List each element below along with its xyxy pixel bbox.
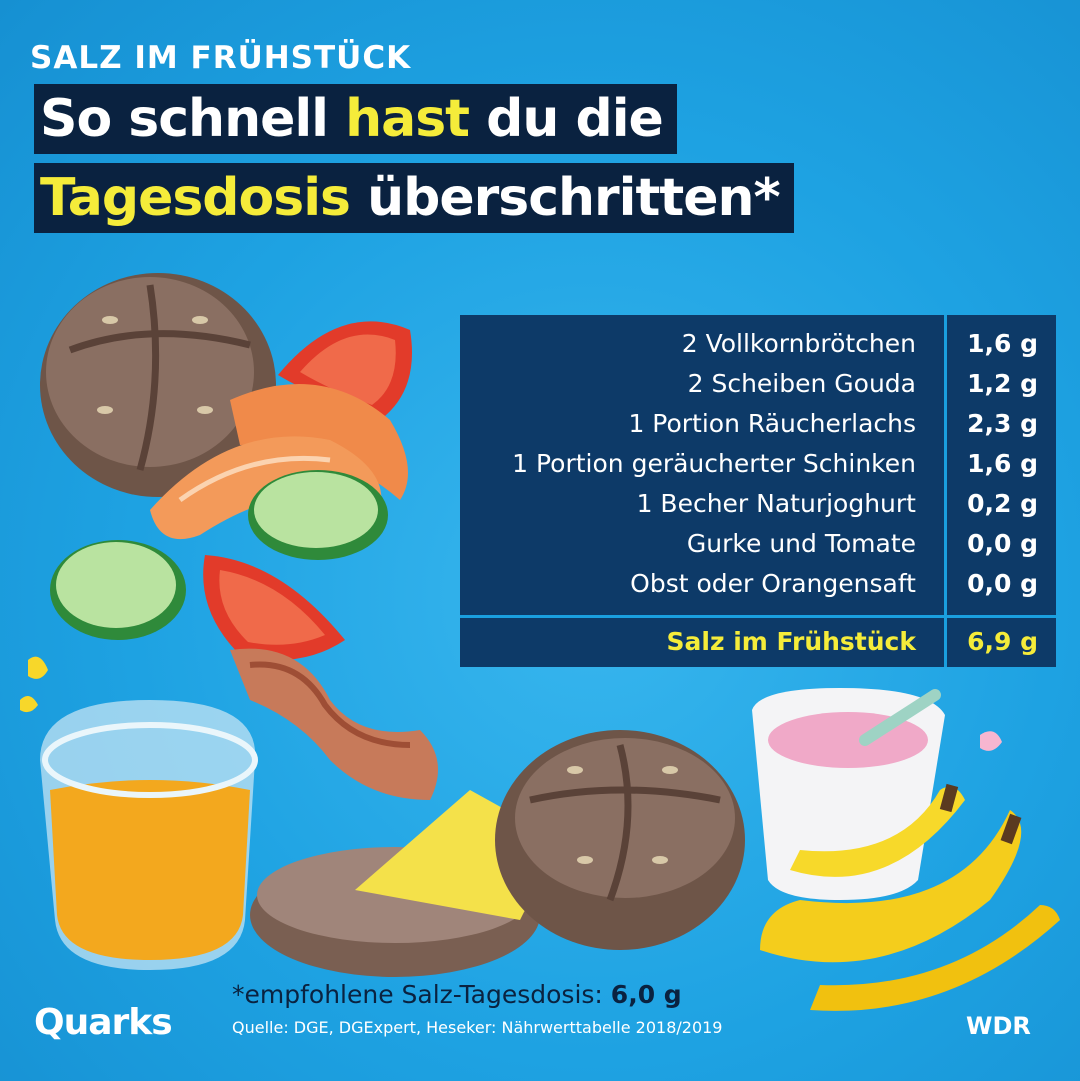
table-row: Obst oder Orangensaft 0,0 g [460,565,1056,605]
salt-table: 2 Vollkornbrötchen 1,6 g 2 Scheiben Goud… [460,315,1056,667]
cucumber-slice-right-illustration [248,470,388,560]
quarks-logo: Quarks [34,1002,173,1043]
table-total-row: Salz im Frühstück 6,9 g [460,623,1056,663]
juice-drop-illustration [20,696,38,713]
table-row: 1 Becher Naturjoghurt 0,2 g [460,485,1056,525]
headline-text: So schnell [40,89,346,149]
row-value: 0,2 g [967,489,1038,518]
bread-roll-top-illustration [40,273,276,497]
row-value: 2,3 g [967,409,1038,438]
table-row: 1 Portion Räucherlachs 2,3 g [460,405,1056,445]
row-item: 1 Portion geräucherter Schinken [512,449,916,478]
row-value: 0,0 g [967,529,1038,558]
tomato-slice-lower-illustration [203,555,345,660]
orange-juice-glass-illustration [40,700,258,970]
row-item: 2 Vollkornbrötchen [681,329,916,358]
source-text: Quelle: DGE, DGExpert, Heseker: Nährwert… [232,1018,723,1037]
row-item: 1 Becher Naturjoghurt [636,489,916,518]
tomato-slice-top-illustration [278,321,412,420]
headline-text: du die [469,89,664,149]
row-item: 2 Scheiben Gouda [687,369,916,398]
table-divider [944,315,947,667]
row-value: 0,0 g [967,569,1038,598]
footnote-text: *empfohlene Salz-Tagesdosis: [232,980,611,1009]
table-row: Gurke und Tomate 0,0 g [460,525,1056,565]
total-value: 6,9 g [967,627,1038,656]
table-row: 2 Vollkornbrötchen 1,6 g [460,325,1056,365]
table-row: 1 Portion geräucherter Schinken 1,6 g [460,445,1056,485]
bananas-illustration [760,783,1060,1011]
kicker-label: SALZ IM FRÜHSTÜCK [30,40,412,76]
row-item: Obst oder Orangensaft [630,569,916,598]
headline-highlight: Tagesdosis [40,168,351,228]
yogurt-drop-illustration [980,731,1002,751]
row-item: Gurke und Tomate [686,529,916,558]
bacon-illustration [230,648,438,800]
footnote-value: 6,0 g [610,980,682,1009]
juice-drop-illustration [28,656,48,679]
cucumber-slice-left-illustration [50,540,186,640]
headline-line-2: Tagesdosis überschritten* [34,163,794,233]
headline-text: überschritten* [349,168,781,228]
total-label: Salz im Frühstück [666,627,917,656]
row-value: 1,6 g [967,449,1038,478]
row-item: 1 Portion Räucherlachs [628,409,916,438]
row-value: 1,6 g [967,329,1038,358]
headline-highlight: hast [345,89,470,149]
bread-roll-right-illustration [495,730,745,950]
headline-line-1: So schnell hast du die [34,84,677,154]
row-value: 1,2 g [967,369,1038,398]
table-row: 2 Scheiben Gouda 1,2 g [460,365,1056,405]
wdr-logo: WDR [966,1012,1031,1040]
table-divider [460,615,1056,618]
footnote: *empfohlene Salz-Tagesdosis: 6,0 g [232,980,682,1009]
